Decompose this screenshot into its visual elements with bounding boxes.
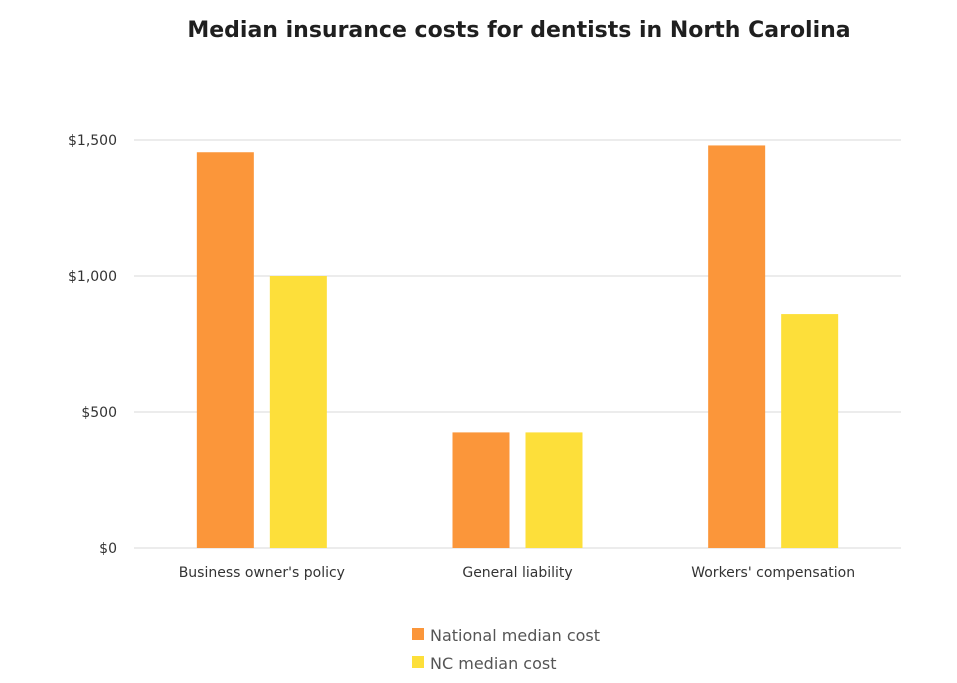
- legend-swatch-nc-median-cost: [412, 656, 424, 668]
- legend-label-national-median-cost: National median cost: [430, 626, 600, 645]
- bar-national-median-cost-business-owner-s-policy: [196, 152, 254, 549]
- bar-nc-median-cost-workers-compensation: [781, 314, 839, 548]
- chart-title: Median insurance costs for dentists in N…: [187, 18, 850, 43]
- y-axis-ticks: $0 $500 $1,000 $1,500: [68, 133, 117, 557]
- legend: National median cost NC median cost: [412, 626, 600, 673]
- x-category-label: Workers' compensation: [691, 565, 855, 581]
- bars: [196, 145, 839, 549]
- legend-label-nc-median-cost: NC median cost: [430, 654, 556, 673]
- gridlines: [134, 139, 901, 549]
- y-tick-label: $1,500: [68, 133, 117, 149]
- bar-national-median-cost-workers-compensation: [708, 145, 766, 548]
- x-category-label: Business owner's policy: [179, 565, 345, 581]
- legend-swatch-national-median-cost: [412, 628, 424, 640]
- bar-national-median-cost-general-liability: [452, 432, 510, 548]
- bar-nc-median-cost-business-owner-s-policy: [269, 276, 327, 548]
- y-tick-label: $500: [81, 405, 117, 421]
- bar-nc-median-cost-general-liability: [525, 432, 583, 548]
- x-category-label: General liability: [462, 565, 572, 581]
- y-tick-label: $1,000: [68, 269, 117, 285]
- x-axis-labels: Business owner's policy General liability…: [179, 565, 855, 581]
- y-tick-label: $0: [99, 541, 117, 557]
